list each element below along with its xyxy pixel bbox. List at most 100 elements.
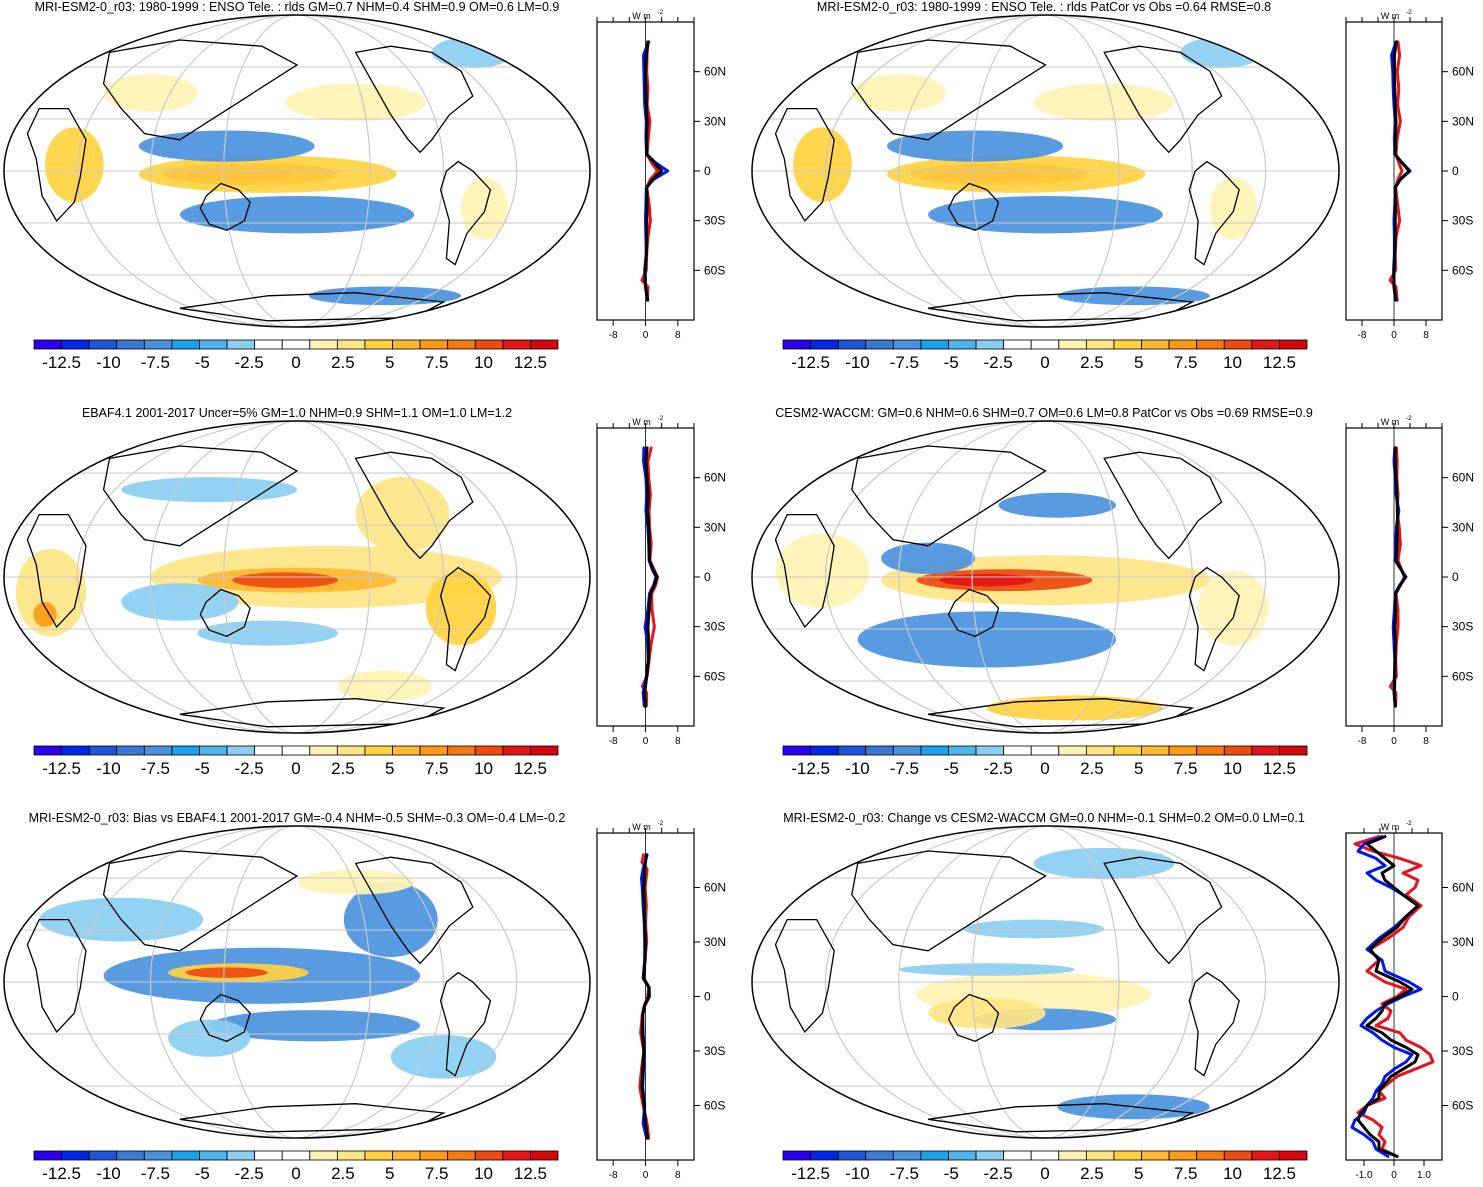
colorbar-tick-label: -2.5	[234, 759, 263, 778]
colorbar-tick-label: -2.5	[983, 1164, 1012, 1183]
coastline	[26, 513, 87, 628]
zonal-lat-label: 60S	[1452, 1099, 1473, 1113]
colorbar-swatch	[1279, 1150, 1308, 1161]
colorbar-tick-label: 12.5	[1263, 353, 1296, 372]
coastline	[774, 513, 835, 628]
zonal-lat-label: 60N	[1452, 65, 1474, 79]
colorbar-swatch	[1058, 339, 1087, 350]
coastline	[774, 918, 835, 1033]
colorbar-tick-label: 2.5	[1080, 1164, 1104, 1183]
colorbar-swatch	[1196, 745, 1225, 756]
anomaly-region	[963, 919, 1105, 939]
coastline	[947, 588, 1000, 638]
colorbar-swatch	[1058, 745, 1087, 756]
colorbar-tick-label: 2.5	[331, 353, 355, 372]
colorbar-swatch	[116, 745, 145, 756]
panel-p2: MRI-ESM2-0_r03: 1980-1999 : ENSO Tele. :…	[751, 0, 1474, 372]
colorbar-swatch	[33, 339, 62, 350]
anomaly-region	[1033, 83, 1175, 122]
zonal-xtick-label: 0	[643, 1170, 649, 1181]
colorbar-swatch	[975, 745, 1005, 756]
zonal-xtick-label: -8	[609, 1170, 618, 1181]
colorbar-tick-label: 5	[385, 1164, 394, 1183]
map-field	[4, 421, 590, 733]
colorbar-swatch	[837, 1150, 867, 1161]
map-border	[751, 420, 1340, 734]
colorbar-swatch	[254, 745, 283, 756]
colorbar-tick-label: 12.5	[1263, 1164, 1296, 1183]
zonal-lat-label: 30S	[704, 620, 725, 634]
zonal-lat-label: 0	[1452, 164, 1459, 178]
colorbar-tick-label: -5	[195, 759, 210, 778]
anomaly-region	[881, 542, 976, 574]
zonal-xtick-label: -8	[609, 330, 618, 341]
colorbar-tick-label: 0	[1040, 353, 1049, 372]
zonal-xtick-label: 8	[675, 330, 681, 341]
graticule-lon	[150, 421, 444, 733]
zonal-units: W m	[1381, 822, 1400, 832]
coastline	[102, 850, 299, 952]
colorbar-tick-label: -7.5	[141, 759, 170, 778]
colorbar-tick-label: 12.5	[514, 759, 547, 778]
colorbar-swatch	[281, 339, 311, 350]
colorbar-tick-label: 10	[1223, 353, 1242, 372]
panel-title: MRI-ESM2-0_r03: 1980-1999 : ENSO Tele. :…	[817, 0, 1271, 14]
colorbar-swatch	[364, 339, 393, 350]
colorbar-tick-label: 10	[1223, 759, 1242, 778]
panel-p5: MRI-ESM2-0_r03: Bias vs EBAF4.1 2001-201…	[3, 811, 726, 1183]
anomaly-region	[197, 620, 339, 646]
coastline	[102, 445, 299, 547]
coastline	[354, 45, 474, 154]
coastline	[928, 698, 1195, 728]
map-field	[752, 421, 1339, 733]
coastline	[199, 993, 251, 1043]
anomaly-region	[1209, 177, 1257, 240]
graticule-lon	[971, 826, 1120, 1138]
anomaly-region	[185, 967, 268, 978]
zonal-units: W m	[632, 822, 651, 832]
colorbar-swatch	[199, 745, 228, 756]
coastline	[928, 1103, 1195, 1133]
zonal-units-sup: -2	[658, 820, 664, 827]
colorbar-swatch	[474, 745, 504, 756]
graticule-lon	[824, 15, 1267, 327]
colorbar-swatch	[1279, 339, 1308, 350]
coastline	[851, 39, 1047, 141]
zonal-lat-label: 60S	[704, 669, 725, 683]
graticule-lon	[898, 15, 1193, 327]
zonal-series-black	[640, 853, 651, 1140]
colorbar-tick-label: -12.5	[42, 759, 81, 778]
zonal-units: W m	[1381, 11, 1400, 21]
colorbar-swatch	[1279, 745, 1308, 756]
zonal-lat-label: 60S	[704, 1099, 725, 1113]
graticule-lon	[971, 15, 1120, 327]
zonal-series-black	[1392, 446, 1407, 708]
colorbar-tick-label: 7.5	[1174, 353, 1198, 372]
coastline	[947, 182, 1000, 232]
anomaly-region	[138, 130, 315, 162]
colorbar-swatch	[1141, 745, 1170, 756]
map-field	[4, 15, 590, 327]
zonal-units: W m	[1381, 417, 1400, 427]
anomaly-region	[898, 963, 1075, 976]
colorbar-tick-label: -10	[96, 759, 121, 778]
colorbar-swatch	[1141, 339, 1170, 350]
colorbar-swatch	[865, 1150, 894, 1161]
zonal-xtick-label: -8	[1358, 330, 1367, 341]
colorbar-swatch	[530, 339, 559, 350]
colorbar-swatch	[1223, 745, 1253, 756]
colorbar-tick-label: -2.5	[234, 1164, 263, 1183]
anomaly-region	[285, 83, 426, 122]
anomaly-region	[232, 572, 339, 588]
zonal-series-black	[1392, 40, 1411, 302]
colorbar-tick-label: 0	[1040, 1164, 1049, 1183]
zonal-units: W m	[632, 11, 651, 21]
colorbar-swatch	[782, 339, 811, 350]
zonal-xtick-label: 8	[1423, 330, 1429, 341]
colorbar-tick-label: 10	[474, 353, 493, 372]
colorbar-swatch	[948, 339, 977, 350]
colorbar-swatch	[116, 339, 145, 350]
zonal-lat-label: 30S	[1452, 620, 1473, 634]
zonal-mean-plot: W m -2 -8 0 8 60N 30N 0 30S 60S	[596, 9, 726, 341]
zonal-xtick-label: 1.0	[1417, 1170, 1431, 1181]
